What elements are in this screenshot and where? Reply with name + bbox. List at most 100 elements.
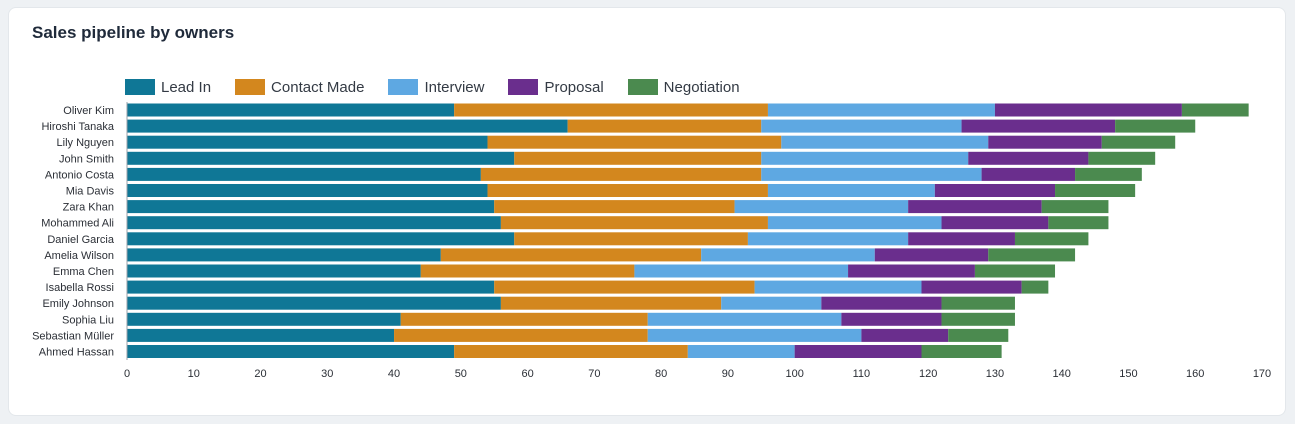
bar-emily-johnson-contact-made[interactable]: [500, 296, 722, 310]
bar-zara-khan-interview[interactable]: [734, 200, 909, 214]
legend-item-negotiation[interactable]: Negotiation: [627, 78, 740, 96]
bar-antonio-costa-proposal[interactable]: [981, 167, 1076, 181]
bar-emma-chen-contact-made[interactable]: [420, 264, 635, 278]
bar-mohammed-ali-negotiation[interactable]: [1048, 216, 1109, 230]
bar-lily-nguyen-lead-in[interactable]: [127, 135, 488, 149]
legend-swatch: [125, 79, 155, 95]
bar-hiroshi-tanaka-lead-in[interactable]: [127, 119, 568, 133]
legend-swatch: [627, 79, 658, 95]
bar-ahmed-hassan-proposal[interactable]: [794, 345, 922, 358]
bar-emily-johnson-proposal[interactable]: [821, 296, 942, 310]
bar-sophia-liu-interview[interactable]: [647, 312, 842, 326]
bar-emma-chen-interview[interactable]: [634, 264, 849, 278]
owner-label: Zara Khan: [63, 202, 114, 214]
bar-ahmed-hassan-contact-made[interactable]: [454, 345, 688, 358]
bar-hiroshi-tanaka-proposal[interactable]: [961, 119, 1116, 133]
bar-amelia-wilson-lead-in[interactable]: [127, 248, 441, 262]
bar-oliver-kim-contact-made[interactable]: [454, 103, 768, 117]
legend-item-contact-made[interactable]: Contact Made: [235, 79, 364, 96]
legend-item-interview[interactable]: Interview: [388, 79, 484, 96]
bar-sophia-liu-lead-in[interactable]: [127, 312, 401, 326]
owner-label: Ahmed Hassan: [39, 347, 114, 359]
bar-isabella-rossi-proposal[interactable]: [921, 280, 1022, 294]
x-tick-label: 80: [655, 368, 667, 380]
bar-ahmed-hassan-interview[interactable]: [687, 345, 795, 358]
bar-hiroshi-tanaka-negotiation[interactable]: [1115, 119, 1196, 133]
bar-lily-nguyen-proposal[interactable]: [988, 135, 1102, 149]
bar-john-smith-lead-in[interactable]: [127, 151, 515, 165]
bar-lily-nguyen-interview[interactable]: [781, 135, 989, 149]
bar-ahmed-hassan-lead-in[interactable]: [127, 345, 455, 358]
x-tick-label: 130: [986, 368, 1004, 380]
bar-lily-nguyen-contact-made[interactable]: [487, 135, 782, 149]
bar-mohammed-ali-contact-made[interactable]: [500, 216, 768, 230]
bar-john-smith-contact-made[interactable]: [514, 151, 762, 165]
bar-amelia-wilson-negotiation[interactable]: [988, 248, 1076, 262]
bar-john-smith-interview[interactable]: [761, 151, 969, 165]
bar-mia-davis-negotiation[interactable]: [1055, 184, 1136, 197]
bar-sophia-liu-contact-made[interactable]: [400, 312, 648, 326]
bar-sophia-liu-proposal[interactable]: [841, 312, 942, 326]
bar-john-smith-proposal[interactable]: [968, 151, 1089, 165]
bar-ahmed-hassan-negotiation[interactable]: [921, 345, 1002, 358]
bar-daniel-garcia-contact-made[interactable]: [514, 232, 748, 246]
x-tick-label: 170: [1253, 368, 1271, 380]
bar-emily-johnson-interview[interactable]: [721, 296, 822, 310]
bar-sebastian-m-ller-interview[interactable]: [647, 328, 862, 342]
bar-amelia-wilson-proposal[interactable]: [874, 248, 989, 262]
bar-zara-khan-negotiation[interactable]: [1041, 200, 1109, 214]
bar-isabella-rossi-contact-made[interactable]: [494, 280, 755, 294]
legend-label: Negotiation: [663, 78, 740, 96]
bar-zara-khan-lead-in[interactable]: [127, 200, 495, 214]
bar-lily-nguyen-negotiation[interactable]: [1101, 135, 1176, 149]
bar-zara-khan-proposal[interactable]: [908, 200, 1042, 214]
bar-isabella-rossi-lead-in[interactable]: [127, 280, 495, 294]
bar-emma-chen-proposal[interactable]: [848, 264, 975, 278]
legend-item-lead-in[interactable]: Lead In: [125, 79, 211, 96]
bar-isabella-rossi-negotiation[interactable]: [1021, 280, 1049, 294]
owner-label: John Smith: [59, 153, 114, 165]
bar-oliver-kim-proposal[interactable]: [994, 103, 1182, 117]
bar-daniel-garcia-proposal[interactable]: [908, 232, 1015, 246]
bar-mohammed-ali-lead-in[interactable]: [127, 216, 501, 230]
bar-antonio-costa-negotiation[interactable]: [1075, 167, 1142, 181]
bar-sebastian-m-ller-lead-in[interactable]: [127, 328, 395, 342]
bar-daniel-garcia-interview[interactable]: [747, 232, 909, 246]
bar-sebastian-m-ller-negotiation[interactable]: [948, 328, 1009, 342]
legend-item-proposal[interactable]: Proposal: [508, 79, 604, 96]
bar-mohammed-ali-proposal[interactable]: [941, 216, 1049, 230]
bar-antonio-costa-interview[interactable]: [761, 167, 982, 181]
owner-label: Daniel Garcia: [47, 234, 115, 246]
owner-label: Sophia Liu: [62, 314, 114, 326]
x-tick-label: 140: [1053, 368, 1071, 380]
bar-mia-davis-interview[interactable]: [767, 184, 935, 197]
bar-amelia-wilson-interview[interactable]: [701, 248, 875, 262]
bar-mia-davis-proposal[interactable]: [934, 184, 1056, 197]
bar-sebastian-m-ller-contact-made[interactable]: [394, 328, 648, 342]
bar-emma-chen-lead-in[interactable]: [127, 264, 421, 278]
bar-mohammed-ali-interview[interactable]: [767, 216, 942, 230]
bar-mia-davis-lead-in[interactable]: [127, 184, 488, 197]
bar-hiroshi-tanaka-interview[interactable]: [761, 119, 962, 133]
bar-sebastian-m-ller-proposal[interactable]: [861, 328, 949, 342]
bar-oliver-kim-interview[interactable]: [767, 103, 995, 117]
owner-labels: Oliver Kim Hiroshi Tanaka Lily Nguyen John …: [32, 105, 115, 359]
bar-hiroshi-tanaka-contact-made[interactable]: [567, 119, 762, 133]
bar-antonio-costa-contact-made[interactable]: [480, 167, 762, 181]
bar-zara-khan-contact-made[interactable]: [494, 200, 735, 214]
bar-daniel-garcia-lead-in[interactable]: [127, 232, 515, 246]
bar-oliver-kim-negotiation[interactable]: [1181, 103, 1249, 117]
bar-john-smith-negotiation[interactable]: [1088, 151, 1156, 165]
bar-oliver-kim-lead-in[interactable]: [127, 103, 455, 117]
bar-emily-johnson-lead-in[interactable]: [127, 296, 501, 310]
bar-mia-davis-contact-made[interactable]: [487, 184, 768, 197]
bar-amelia-wilson-contact-made[interactable]: [440, 248, 702, 262]
x-tick-label: 10: [188, 368, 200, 380]
bar-sophia-liu-negotiation[interactable]: [941, 312, 1015, 326]
bar-isabella-rossi-interview[interactable]: [754, 280, 922, 294]
bar-antonio-costa-lead-in[interactable]: [127, 167, 481, 181]
legend-swatch: [388, 79, 419, 95]
bar-emma-chen-negotiation[interactable]: [974, 264, 1056, 278]
bar-daniel-garcia-negotiation[interactable]: [1014, 232, 1089, 246]
bar-emily-johnson-negotiation[interactable]: [941, 296, 1015, 310]
